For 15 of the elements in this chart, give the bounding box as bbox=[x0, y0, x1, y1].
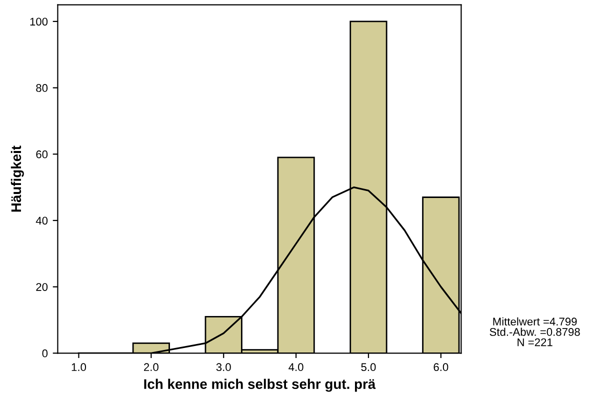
y-tick-label: 40 bbox=[36, 216, 48, 225]
y-tick-label: 0 bbox=[42, 349, 48, 358]
x-tick-label: 4.0 bbox=[288, 363, 304, 372]
x-tick-label: 2.0 bbox=[144, 363, 158, 372]
x-axis-title: Ich kenne mich selbst sehr gut. prä bbox=[144, 378, 376, 392]
y-tick-label: 20 bbox=[36, 283, 48, 291]
x-tick-label: 1.0 bbox=[72, 363, 86, 372]
y-axis-title: Häufigkeit bbox=[10, 146, 24, 212]
x-tick-label: 6.0 bbox=[434, 363, 448, 372]
y-tick-label: 100 bbox=[30, 18, 48, 26]
y-tick-label: 60 bbox=[36, 150, 48, 158]
x-tick-label: 5.0 bbox=[361, 363, 376, 372]
y-tick-label: 80 bbox=[36, 84, 48, 92]
text: Mittelwert =4.799 Std.-Abw. =0.8798 N =221 bbox=[490, 317, 580, 346]
x-tick-label: 3.0 bbox=[216, 363, 231, 372]
